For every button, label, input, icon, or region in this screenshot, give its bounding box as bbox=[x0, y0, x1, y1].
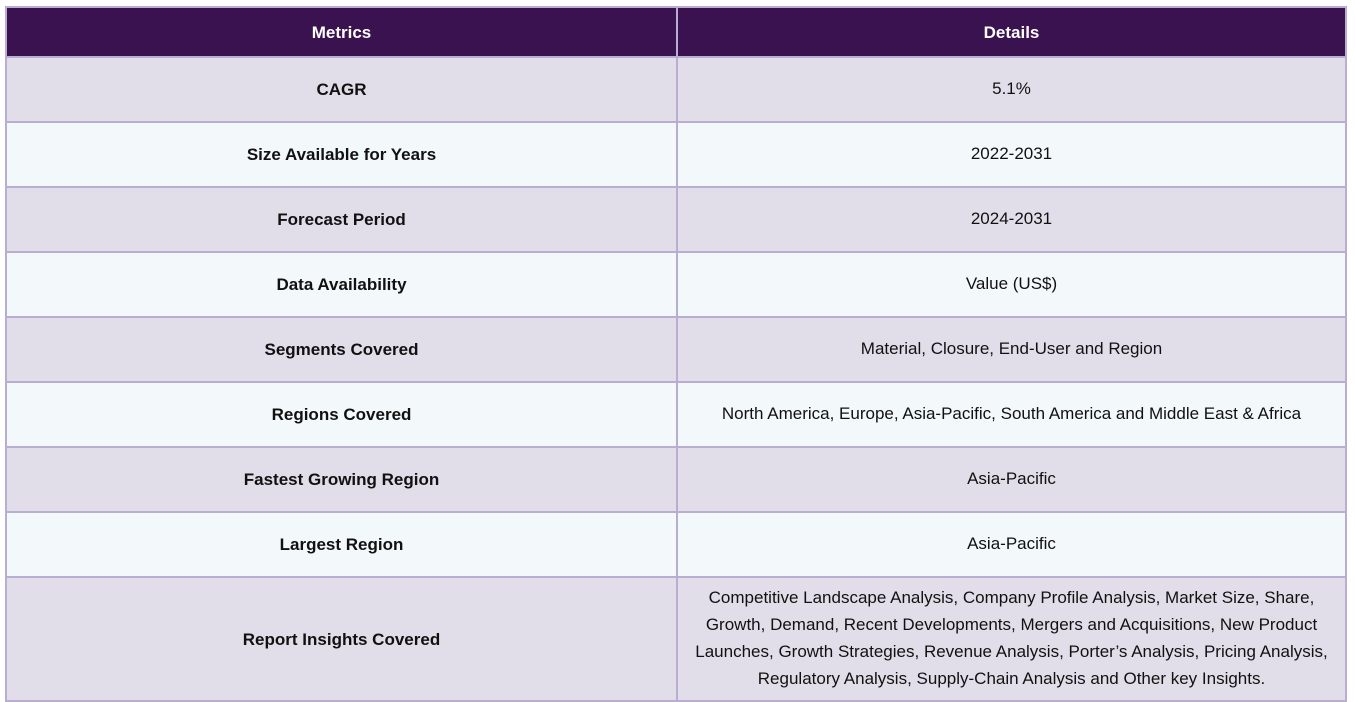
table-row: Report Insights Covered Competitive Lands… bbox=[5, 576, 1347, 702]
detail-cell: 2024-2031 bbox=[676, 186, 1347, 253]
metric-cell: Report Insights Covered bbox=[5, 576, 678, 702]
detail-cell: Asia-Pacific bbox=[676, 446, 1347, 513]
detail-cell: Value (US$) bbox=[676, 251, 1347, 318]
metric-cell: Largest Region bbox=[5, 511, 678, 578]
header-row: Metrics Details bbox=[5, 6, 1347, 58]
table-row: Segments Covered Material, Closure, End-U… bbox=[5, 316, 1347, 383]
page: Metrics Details CAGR 5.1% Size Available f… bbox=[5, 6, 1347, 702]
table-row: Data Availability Value (US$) bbox=[5, 251, 1347, 318]
metric-cell: Regions Covered bbox=[5, 381, 678, 448]
metrics-table: Metrics Details CAGR 5.1% Size Available f… bbox=[5, 6, 1347, 702]
table-row: Regions Covered North America, Europe, As… bbox=[5, 381, 1347, 448]
detail-cell: 2022-2031 bbox=[676, 121, 1347, 188]
table-body: CAGR 5.1% Size Available for Years 2022-203… bbox=[5, 56, 1347, 702]
table-row: CAGR 5.1% bbox=[5, 56, 1347, 123]
detail-cell: Competitive Landscape Analysis, Company … bbox=[676, 576, 1347, 702]
header-cell: Metrics bbox=[5, 6, 678, 58]
header-cell: Details bbox=[676, 6, 1347, 58]
table-row: Largest Region Asia-Pacific bbox=[5, 511, 1347, 578]
detail-cell: Material, Closure, End-User and Region bbox=[676, 316, 1347, 383]
metric-cell: Fastest Growing Region bbox=[5, 446, 678, 513]
metric-cell: Size Available for Years bbox=[5, 121, 678, 188]
table-header: Metrics Details bbox=[5, 6, 1347, 58]
metric-cell: Segments Covered bbox=[5, 316, 678, 383]
metric-cell: Data Availability bbox=[5, 251, 678, 318]
detail-cell: 5.1% bbox=[676, 56, 1347, 123]
detail-cell: North America, Europe, Asia-Pacific, Sou… bbox=[676, 381, 1347, 448]
table-row: Forecast Period 2024-2031 bbox=[5, 186, 1347, 253]
metric-cell: Forecast Period bbox=[5, 186, 678, 253]
detail-cell: Asia-Pacific bbox=[676, 511, 1347, 578]
table-row: Fastest Growing Region Asia-Pacific bbox=[5, 446, 1347, 513]
table-row: Size Available for Years 2022-2031 bbox=[5, 121, 1347, 188]
metric-cell: CAGR bbox=[5, 56, 678, 123]
